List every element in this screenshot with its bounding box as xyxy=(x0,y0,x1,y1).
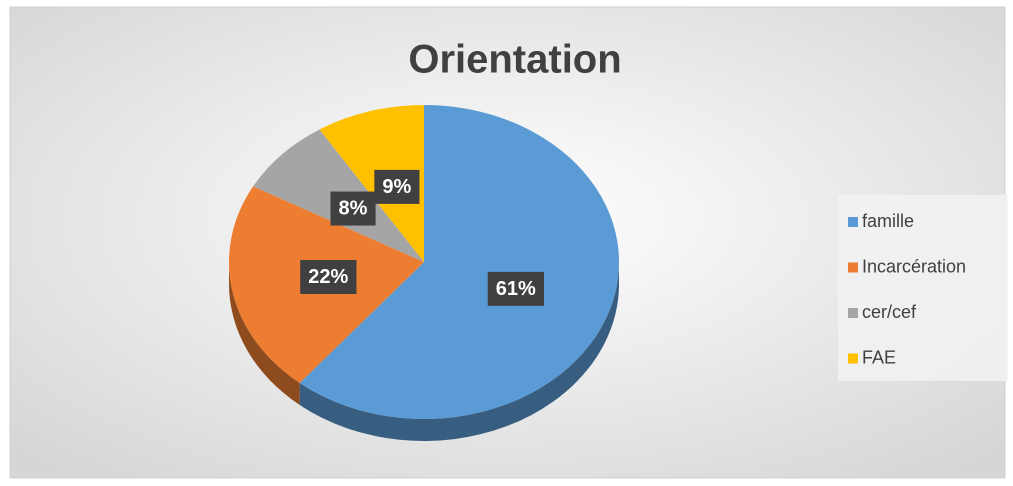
data-label: 9% xyxy=(382,176,411,198)
data-label-box xyxy=(487,271,544,306)
slice-side xyxy=(299,262,619,441)
legend-swatch xyxy=(848,262,858,273)
data-label-box xyxy=(300,259,357,294)
slice xyxy=(299,105,620,419)
data-label-box xyxy=(374,169,420,204)
legend-swatch xyxy=(848,353,858,364)
data-label-box xyxy=(330,191,376,226)
legend-swatch xyxy=(848,308,858,318)
legend-label: famille xyxy=(862,211,914,231)
data-label: 61% xyxy=(496,278,536,300)
slice-side xyxy=(229,262,300,405)
legend-label: Incarcération xyxy=(862,256,966,276)
chart-title: Orientation xyxy=(408,38,621,82)
slice xyxy=(319,105,424,262)
legend-label: FAE xyxy=(862,347,896,367)
legend-swatch xyxy=(848,217,858,227)
legend-label: cer/cef xyxy=(862,302,917,322)
legend xyxy=(838,195,1008,381)
data-label: 22% xyxy=(308,266,348,288)
data-label: 8% xyxy=(338,198,367,220)
